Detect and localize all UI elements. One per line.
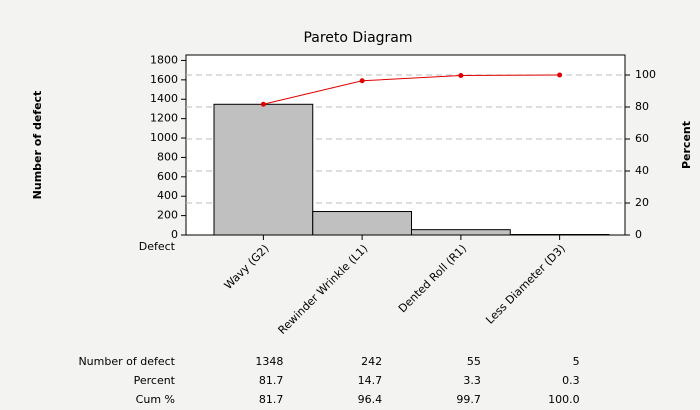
chart-title: Pareto Diagram — [303, 30, 412, 46]
y2-tick-label: 0 — [635, 228, 642, 241]
y-tick-label: 1800 — [150, 53, 178, 66]
cum-point — [260, 101, 266, 107]
table-count: 242 — [361, 355, 382, 368]
y-tick-label: 400 — [157, 189, 178, 202]
table-percent: 81.7 — [259, 374, 284, 387]
bar — [213, 103, 314, 236]
y-tick-label: 1000 — [150, 131, 178, 144]
table-cum: 99.7 — [456, 393, 481, 406]
y2-tick-label: 60 — [635, 132, 649, 145]
table-row-label: Percent — [134, 374, 176, 387]
cum-point — [359, 78, 365, 84]
y-tick-label: 1200 — [150, 112, 178, 125]
bar — [411, 229, 511, 236]
table-cum: 96.4 — [358, 393, 383, 406]
table-row-label: Number of defect — [78, 355, 175, 368]
y2-tick-label: 40 — [635, 164, 649, 177]
table-cum: 100.0 — [548, 393, 580, 406]
table-count: 55 — [467, 355, 481, 368]
table-percent: 0.3 — [562, 374, 580, 387]
cum-point — [557, 72, 563, 78]
table-percent: 14.7 — [358, 374, 383, 387]
y2-tick-label: 100 — [635, 68, 656, 81]
y-tick-label: 1400 — [150, 92, 178, 105]
table-cum: 81.7 — [259, 393, 284, 406]
y-axis-label: Number of defect — [31, 91, 44, 200]
y2-tick-label: 20 — [635, 196, 649, 209]
x-axis-label: Defect — [139, 240, 176, 253]
cum-line — [263, 74, 560, 105]
y2-axis-label: Percent — [680, 121, 693, 169]
y-tick-label: 600 — [157, 170, 178, 183]
bar — [312, 211, 412, 236]
table-percent: 3.3 — [463, 374, 481, 387]
cum-point — [458, 72, 464, 78]
y-tick-label: 0 — [171, 228, 178, 241]
y-tick-label: 800 — [157, 150, 178, 163]
table-count: 5 — [573, 355, 580, 368]
y-tick-label: 1600 — [150, 73, 178, 86]
y2-tick-label: 80 — [635, 100, 649, 113]
table-count: 1348 — [255, 355, 283, 368]
y-tick-label: 200 — [157, 209, 178, 222]
table-row-label: Cum % — [136, 393, 175, 406]
